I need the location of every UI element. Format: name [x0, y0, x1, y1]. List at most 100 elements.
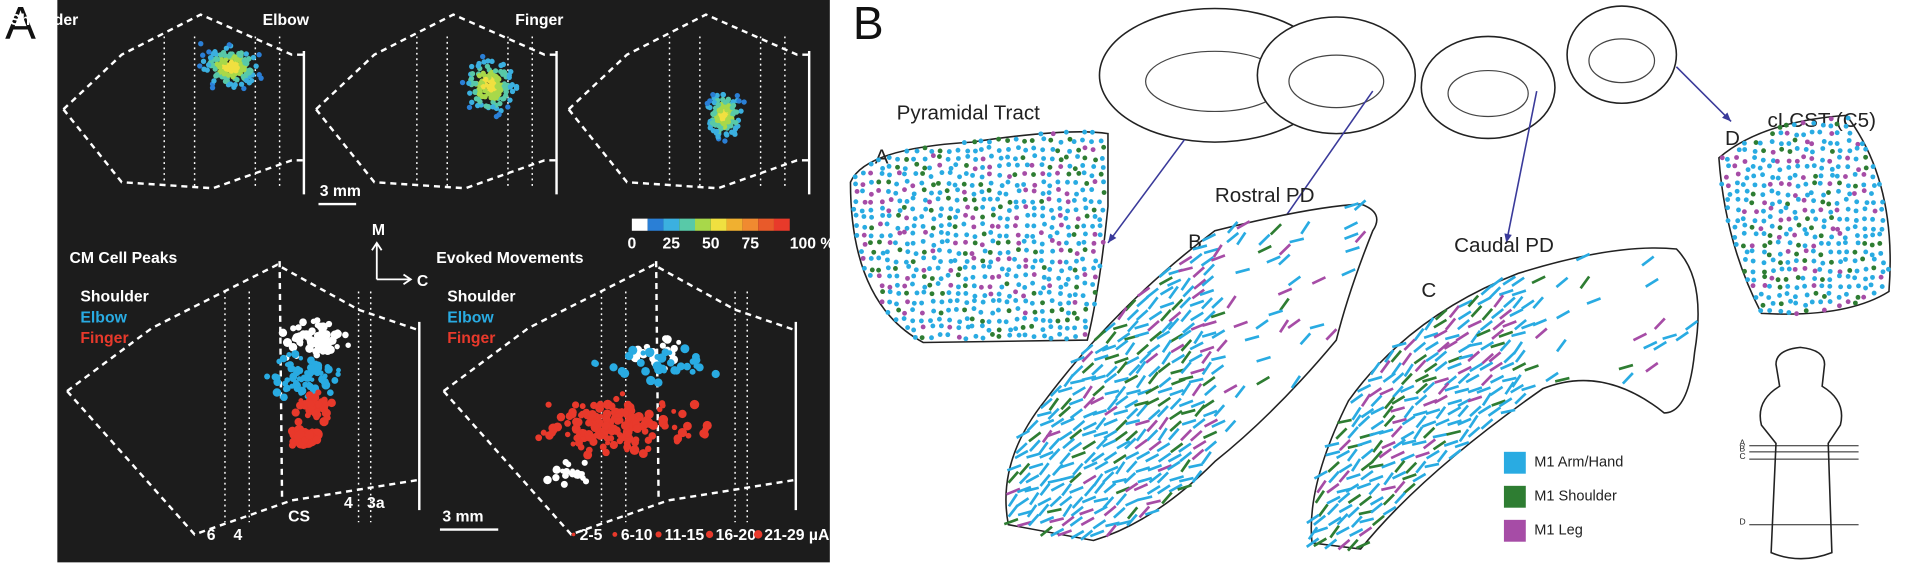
fiber-dash: [1300, 220, 1311, 235]
fiber-dot: [910, 195, 916, 201]
fiber-dash: [1202, 320, 1217, 327]
fiber-dot: [1749, 248, 1755, 254]
size-key: [612, 531, 618, 537]
fiber-dash: [1360, 469, 1374, 481]
fiber-dash: [1005, 487, 1021, 496]
fiber-dash: [1136, 286, 1151, 298]
activity-dot: [498, 108, 504, 114]
fiber-dot: [1834, 207, 1840, 213]
fiber-dash: [1479, 319, 1493, 332]
fiber-dash: [1641, 255, 1655, 267]
cell-dot: [319, 417, 329, 427]
fiber-dot: [937, 247, 942, 253]
fiber-dash: [1371, 450, 1383, 463]
activity-dot: [238, 50, 244, 56]
fiber-dash: [1180, 339, 1193, 352]
fiber-dash: [1422, 381, 1436, 394]
fiber-dot: [1880, 199, 1886, 205]
fiber-dot: [929, 335, 934, 341]
fiber-dot: [1803, 308, 1809, 314]
fiber-dash: [1061, 515, 1075, 527]
cell-dot: [587, 410, 597, 420]
fiber-dash: [1116, 332, 1131, 343]
fiber-dash: [1210, 311, 1226, 319]
fiber-dot: [894, 301, 899, 307]
fiber-dot: [1083, 324, 1089, 330]
fiber-dot: [871, 249, 877, 255]
activity-dot: [466, 104, 473, 111]
fiber-dash: [1521, 384, 1536, 392]
fiber-dash: [1071, 450, 1086, 459]
cell-dot: [556, 412, 566, 422]
activity-dot: [487, 71, 493, 78]
cell-dot: [565, 461, 572, 468]
fiber-dash: [1521, 299, 1535, 310]
fiber-dot: [938, 223, 944, 229]
fiber-dash: [1316, 479, 1327, 494]
fiber-dash: [1145, 453, 1160, 463]
fiber-dash: [1443, 340, 1458, 350]
fiber-dot: [1725, 197, 1731, 202]
fiber-dot: [1769, 188, 1775, 194]
cell-dot: [689, 399, 700, 410]
fiber-dash: [1083, 461, 1098, 470]
fiber-dot: [931, 242, 937, 248]
fiber-dash: [1161, 351, 1172, 365]
fiber-dash: [1434, 360, 1448, 372]
fiber-dot: [895, 225, 901, 231]
fiber-dot: [997, 204, 1003, 210]
fiber-dot: [1020, 155, 1026, 161]
fiber-dot: [1101, 144, 1107, 150]
fiber-dot: [1003, 233, 1009, 239]
fiber-dot: [1770, 131, 1775, 137]
fiber-dash: [1060, 474, 1075, 482]
fiber-dot: [1847, 268, 1853, 273]
activity-dot: [481, 59, 487, 65]
cell-dot: [576, 440, 583, 446]
fiber-dot: [1097, 223, 1103, 229]
fiber-dot: [1800, 275, 1806, 281]
fiber-dot: [1852, 275, 1858, 281]
cell-dot: [314, 317, 321, 324]
fiber-dot: [1754, 209, 1759, 215]
fiber-dash: [1384, 349, 1395, 363]
fiber-dash: [1193, 330, 1204, 345]
fiber-dot: [962, 307, 968, 313]
fiber-dot: [989, 153, 994, 159]
fiber-dot: [1005, 154, 1011, 160]
fiber-dot: [1063, 215, 1069, 221]
fiber-dash: [1135, 428, 1147, 442]
fiber-dot: [1056, 275, 1062, 281]
fiber-dot: [1820, 199, 1826, 205]
fiber-dot: [1795, 183, 1801, 189]
fiber-dot: [868, 199, 874, 205]
fiber-dot: [980, 335, 986, 341]
fiber-dot: [1852, 258, 1858, 264]
fiber-dash: [1447, 406, 1462, 416]
cell-dot: [572, 417, 581, 426]
fiber-dash: [1126, 513, 1138, 527]
fiber-dot: [936, 316, 942, 322]
fiber-dot: [1014, 162, 1020, 168]
fiber-dot: [1787, 226, 1793, 232]
fiber-dash: [1169, 388, 1184, 397]
cell-dot: [275, 381, 280, 387]
fiber-dot: [965, 204, 971, 210]
fiber-dot: [1817, 266, 1823, 272]
fiber-dot: [1100, 207, 1106, 213]
fiber-dash: [1511, 289, 1527, 297]
cell-dot: [545, 401, 552, 408]
fiber-dash: [1500, 408, 1516, 415]
fiber-dash: [1347, 426, 1359, 439]
fiber-dash: [1124, 437, 1137, 450]
fiber-dot: [1007, 199, 1013, 205]
fiber-dot: [963, 171, 969, 176]
fiber-dash: [1236, 220, 1251, 230]
fiber-dot: [963, 336, 969, 342]
fiber-dash: [1148, 310, 1163, 321]
fiber-dash: [1337, 418, 1352, 425]
fiber-dot: [1007, 332, 1013, 338]
fiber-dash: [1026, 452, 1041, 459]
fiber-dot: [913, 267, 919, 273]
fiber-dash: [1148, 440, 1162, 452]
